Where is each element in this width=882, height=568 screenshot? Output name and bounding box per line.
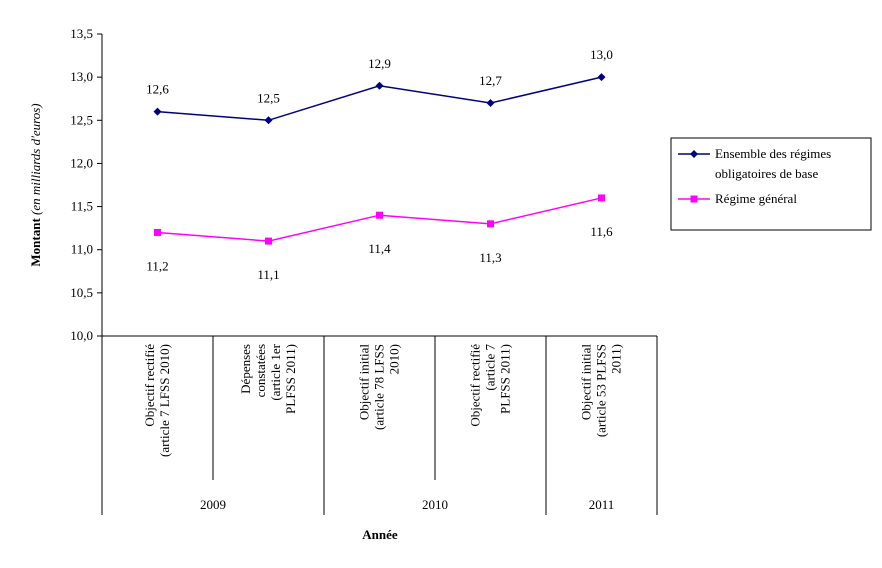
series-line <box>157 197 602 242</box>
y-tick-label: 13,5 <box>70 26 93 41</box>
category-label: Objectif initial <box>579 344 594 421</box>
data-label: 12,7 <box>479 73 502 88</box>
data-point <box>487 220 494 228</box>
data-point <box>154 228 161 236</box>
category-label: (article 7 LFSS 2010) <box>157 344 172 457</box>
category-label: Objectif initial <box>357 344 372 421</box>
legend-label: Régime général <box>715 191 797 206</box>
legend-label: obligatoires de base <box>715 166 818 181</box>
data-point <box>486 99 495 108</box>
data-point <box>597 73 606 82</box>
category-label: constatées <box>253 344 268 397</box>
data-label: 11,4 <box>368 241 391 256</box>
category-label: (article 7 <box>483 344 498 391</box>
category-label: Objectif rectifié <box>142 344 157 427</box>
legend-marker <box>690 195 698 203</box>
group-label: 2011 <box>589 497 615 512</box>
y-axis-title: Montant (en milliards d'euros) <box>28 103 43 266</box>
y-tick-label: 13,0 <box>70 69 93 84</box>
group-label: 2010 <box>422 497 448 512</box>
data-point <box>376 211 383 219</box>
category-label: PLFSS 2011) <box>283 344 298 414</box>
data-label: 12,6 <box>146 82 169 97</box>
legend-label: Ensemble des régimes <box>715 146 831 161</box>
category-label: Dépenses <box>238 344 253 394</box>
data-point <box>375 81 384 90</box>
y-tick-label: 11,0 <box>71 242 93 257</box>
category-label: PLFSS 2011) <box>498 344 513 414</box>
group-label: 2009 <box>200 497 226 512</box>
category-label: 2011) <box>609 344 624 374</box>
data-label: 11,1 <box>257 267 279 282</box>
data-label: 12,9 <box>368 56 391 71</box>
data-label: 11,6 <box>590 224 613 239</box>
category-label: Objectif rectifié <box>468 344 483 427</box>
y-tick-label: 12,5 <box>70 112 93 127</box>
data-point <box>598 194 605 202</box>
category-label: (article 53 PLFSS <box>594 344 609 437</box>
data-label: 12,5 <box>257 90 280 105</box>
y-tick-label: 12,0 <box>70 155 93 170</box>
category-label: 2010) <box>387 344 402 374</box>
data-point <box>153 107 162 116</box>
data-label: 13,0 <box>590 47 613 62</box>
data-point <box>265 237 272 245</box>
category-label: (article 1er <box>268 343 283 400</box>
y-tick-label: 10,5 <box>70 285 93 300</box>
y-tick-label: 11,5 <box>71 199 93 214</box>
y-tick-label: 10,0 <box>70 328 93 343</box>
data-label: 11,2 <box>146 258 168 273</box>
x-axis-title: Année <box>362 527 398 542</box>
category-label: (article 78 LFSS <box>372 344 387 430</box>
data-label: 11,3 <box>479 250 501 265</box>
data-point <box>264 116 273 125</box>
legend-marker <box>690 150 698 158</box>
